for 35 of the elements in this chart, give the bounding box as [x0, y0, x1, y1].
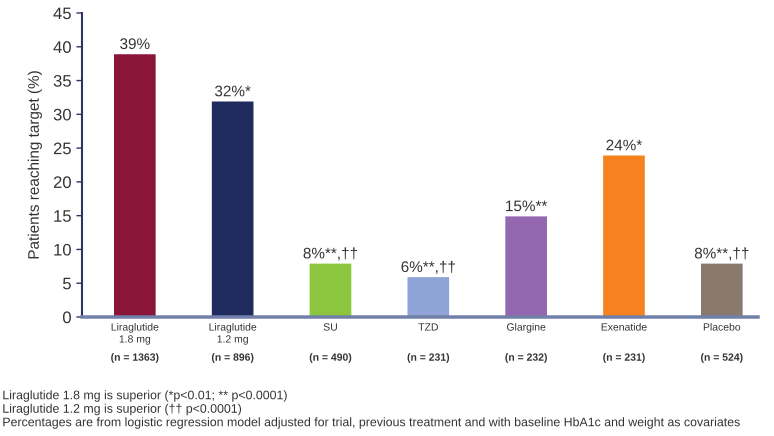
y-tick-label: 10	[54, 244, 71, 256]
category-label: Exenatide (n = 231)	[602, 323, 647, 363]
y-tick-label: 35	[54, 74, 71, 87]
y-tick-label: 25	[54, 142, 71, 154]
y-axis-title: Patients reaching target (%)	[28, 71, 42, 258]
text: Percentages are from logistic regression model adjusted for trial, previous treatment and with baseline HbA1c and weight as covariates	[3, 417, 740, 429]
text: Liraglutide 1.2 mg is superior (†† p<0.0001)	[3, 404, 242, 416]
data-label: 8%**,††	[694, 247, 748, 260]
y-tick-label: 30	[54, 108, 71, 121]
y-tick-label: 45	[53, 8, 71, 20]
bar	[112, 52, 158, 317]
category-label: TZD (n = 231)	[408, 323, 450, 363]
category-label: SU (n = 490)	[310, 323, 352, 363]
data-label: 39%	[120, 38, 150, 50]
y-tick-label: 20	[54, 176, 71, 188]
y-tick-label: 40	[53, 41, 71, 53]
data-label: 24%*	[606, 140, 642, 150]
y-tick-label: 5	[62, 278, 71, 290]
bar	[210, 100, 255, 317]
bar	[406, 276, 451, 317]
data-label: 32%*	[214, 86, 251, 96]
data-label: 8%**,††	[304, 247, 358, 260]
data-label: 15%**	[506, 200, 548, 212]
y-tick-label: 15	[54, 210, 71, 222]
data-label: 6%**,††	[401, 260, 455, 274]
text: Liraglutide 1.8 mg is superior (*p<0.01; ** p<0.0001)	[3, 390, 287, 402]
bar	[504, 214, 548, 317]
bar	[700, 262, 744, 317]
bar	[602, 154, 646, 317]
category-label: Placebo (n = 524)	[701, 323, 743, 363]
bar	[308, 262, 353, 317]
category-label: Glargine (n = 232)	[505, 323, 547, 363]
y-tick-label: 0	[62, 311, 71, 324]
x-tick-label: Liraglutide 1.2 mg (n = 896)	[209, 323, 256, 363]
x-tick-label: Liraglutide 1.8 mg (n = 1363)	[111, 323, 158, 363]
